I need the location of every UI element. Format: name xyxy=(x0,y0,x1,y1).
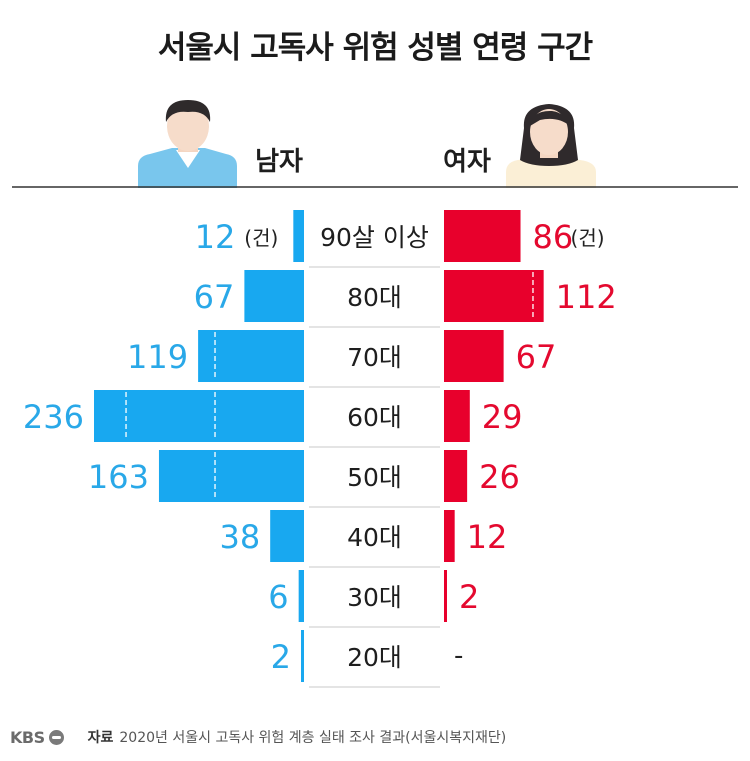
male-bar xyxy=(301,630,304,682)
male-value-label: 6 xyxy=(268,578,288,616)
category-cell xyxy=(309,628,440,686)
male-value-label: 119 xyxy=(127,338,188,376)
category-cell xyxy=(309,328,440,386)
male-bar xyxy=(94,390,304,442)
male-value-label: 67 xyxy=(194,278,235,316)
legend-female: 여자 xyxy=(443,147,491,177)
man-avatar-icon xyxy=(138,100,237,188)
woman-avatar-icon xyxy=(506,104,596,188)
male-bar xyxy=(293,210,304,262)
male-bar xyxy=(298,570,304,622)
category-cell xyxy=(309,448,440,506)
category-label: 60대 xyxy=(347,403,402,432)
female-bar xyxy=(444,510,455,562)
male-value-label: 12 xyxy=(195,218,236,256)
male-bar xyxy=(158,450,304,502)
female-value-label: 12 xyxy=(467,518,508,556)
female-value-label: 86 xyxy=(533,218,574,256)
category-cell xyxy=(309,568,440,626)
female-value-label: 67 xyxy=(516,338,557,376)
female-bar xyxy=(444,450,468,502)
category-label: 80대 xyxy=(347,283,402,312)
category-cell xyxy=(309,388,440,446)
male-unit-label: (건) xyxy=(244,226,278,250)
category-label: 90살 이상 xyxy=(320,223,429,252)
male-value-label: 236 xyxy=(23,398,84,436)
male-value-label: 38 xyxy=(219,518,260,556)
female-value-label: 112 xyxy=(556,278,617,316)
female-value-label: 29 xyxy=(482,398,523,436)
category-label: 40대 xyxy=(347,523,402,552)
category-cell xyxy=(309,508,440,566)
female-bar xyxy=(444,270,544,322)
category-layer: 90살 이상 80대 70대 60대 50대 40대 30대 20대 xyxy=(309,208,440,688)
female-value-label: 26 xyxy=(479,458,520,496)
female-value-label: 2 xyxy=(459,578,479,616)
chart-title: 서울시 고독사 위험 성별 연령 구간 xyxy=(157,30,593,66)
category-label: 30대 xyxy=(347,583,402,612)
male-value-label: 163 xyxy=(88,458,149,496)
category-label: 70대 xyxy=(347,343,402,372)
bars-layer xyxy=(94,210,544,682)
category-cell xyxy=(309,208,440,266)
male-value-label: 2 xyxy=(271,638,291,676)
source-label: 자료 xyxy=(87,730,114,746)
female-unit-label: (건) xyxy=(571,226,605,250)
category-label: 50대 xyxy=(347,463,402,492)
female-bar xyxy=(444,390,470,442)
female-bar xyxy=(444,570,447,622)
male-bar xyxy=(244,270,304,322)
female-bar xyxy=(444,210,521,262)
male-bar xyxy=(198,330,304,382)
kbs-logo: KBS xyxy=(10,727,45,747)
male-bar xyxy=(270,510,304,562)
female-value-label: - xyxy=(454,641,463,671)
female-bar xyxy=(444,330,504,382)
category-label: 20대 xyxy=(347,643,402,672)
legend-male: 남자 xyxy=(255,147,303,177)
source-text: 2020년 서울시 고독사 위험 계층 실태 조사 결과(서울시복지재단) xyxy=(119,730,507,746)
kbs-logo-icon xyxy=(48,729,64,745)
category-cell xyxy=(309,268,440,326)
footer: KBS 자료 2020년 서울시 고독사 위험 계층 실태 조사 결과(서울시복… xyxy=(10,727,740,747)
